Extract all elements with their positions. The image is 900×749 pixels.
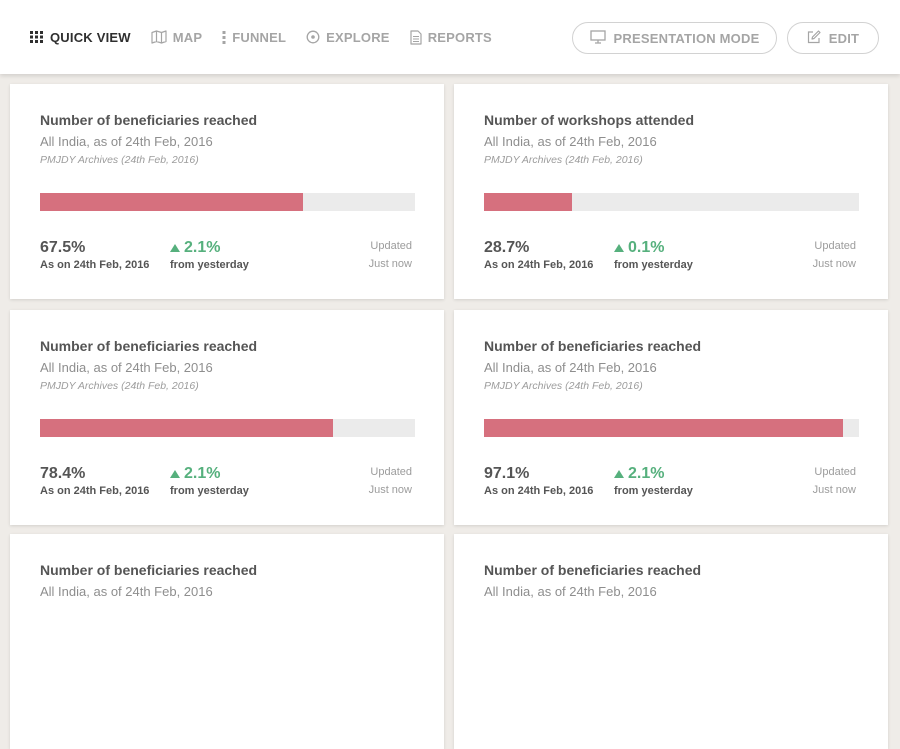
- top-bar: QUICK VIEW MAP FUNNEL EXPLORE REPORTS: [0, 0, 900, 74]
- metric-delta: 2.1%: [170, 239, 220, 257]
- metric-value: 67.5%: [40, 239, 86, 256]
- monitor-icon: [589, 29, 606, 47]
- progress-fill: [484, 419, 843, 437]
- delta-value: 2.1%: [184, 239, 221, 256]
- updated-time: Just now: [812, 258, 856, 270]
- metric-card[interactable]: Number of workshops attended All India, …: [454, 84, 888, 299]
- card-source: PMJDY Archives (24th Feb, 2016): [484, 154, 643, 166]
- main-nav: QUICK VIEW MAP FUNNEL EXPLORE REPORTS: [30, 0, 512, 74]
- metric-delta: 0.1%: [614, 239, 664, 257]
- progress-bar: [40, 193, 415, 211]
- compass-icon: [306, 30, 320, 44]
- card-title: Number of beneficiaries reached: [40, 562, 258, 578]
- card-title: Number of beneficiaries reached: [484, 338, 702, 354]
- card-title: Number of beneficiaries reached: [40, 112, 258, 128]
- nav-funnel[interactable]: FUNNEL: [222, 30, 286, 45]
- progress-bar: [484, 193, 859, 211]
- nav-explore-label: EXPLORE: [326, 29, 390, 45]
- progress-fill: [484, 193, 573, 211]
- nav-quick-view[interactable]: QUICK VIEW: [30, 30, 131, 45]
- nav-quick-view-label: QUICK VIEW: [50, 29, 131, 45]
- card-source: PMJDY Archives (24th Feb, 2016): [40, 380, 199, 392]
- metric-date: As on 24th Feb, 2016: [40, 485, 150, 497]
- edit-label: EDIT: [828, 30, 860, 46]
- metric-delta: 2.1%: [614, 465, 664, 483]
- edit-button[interactable]: EDIT: [787, 22, 879, 54]
- delta-value: 0.1%: [628, 239, 665, 256]
- updated-label: Updated: [814, 466, 856, 478]
- updated-time: Just now: [368, 484, 412, 496]
- updated-label: Updated: [370, 240, 412, 252]
- grid-icon: [30, 31, 44, 43]
- card-title: Number of beneficiaries reached: [40, 338, 258, 354]
- nav-explore[interactable]: EXPLORE: [306, 30, 390, 45]
- updated-time: Just now: [368, 258, 412, 270]
- triangle-up-icon: [614, 239, 624, 257]
- document-icon: [410, 29, 422, 45]
- triangle-up-icon: [170, 239, 180, 257]
- card-subtitle: All India, as of 24th Feb, 2016: [484, 134, 657, 149]
- progress-bar: [40, 419, 415, 437]
- metric-card[interactable]: Number of beneficiaries reached All Indi…: [10, 310, 444, 525]
- metric-value: 78.4%: [40, 465, 86, 482]
- nav-funnel-label: FUNNEL: [232, 29, 287, 45]
- delta-label: from yesterday: [614, 485, 693, 497]
- updated-time: Just now: [812, 484, 856, 496]
- card-subtitle: All India, as of 24th Feb, 2016: [40, 584, 213, 599]
- progress-fill: [40, 419, 333, 437]
- funnel-icon: [222, 30, 226, 44]
- card-subtitle: All India, as of 24th Feb, 2016: [484, 360, 657, 375]
- nav-reports-label: REPORTS: [427, 29, 492, 45]
- progress-bar: [484, 419, 859, 437]
- pencil-icon: [807, 29, 821, 47]
- metric-delta: 2.1%: [170, 465, 220, 483]
- progress-fill: [40, 193, 303, 211]
- metric-value: 28.7%: [484, 239, 530, 256]
- metric-date: As on 24th Feb, 2016: [484, 485, 594, 497]
- nav-map-label: MAP: [172, 29, 203, 45]
- nav-map[interactable]: MAP: [151, 30, 203, 45]
- card-source: PMJDY Archives (24th Feb, 2016): [40, 154, 199, 166]
- delta-label: from yesterday: [170, 259, 249, 271]
- delta-value: 2.1%: [184, 465, 221, 482]
- delta-label: from yesterday: [170, 485, 249, 497]
- delta-value: 2.1%: [628, 465, 665, 482]
- metric-value: 97.1%: [484, 465, 530, 482]
- card-source: PMJDY Archives (24th Feb, 2016): [484, 380, 643, 392]
- presentation-mode-button[interactable]: PRESENTATION MODE: [572, 22, 777, 54]
- metric-card[interactable]: Number of beneficiaries reached All Indi…: [454, 310, 888, 525]
- map-icon: [151, 30, 167, 44]
- triangle-up-icon: [614, 465, 624, 483]
- metric-card[interactable]: Number of beneficiaries reached All Indi…: [10, 534, 444, 749]
- metric-date: As on 24th Feb, 2016: [40, 259, 150, 271]
- card-subtitle: All India, as of 24th Feb, 2016: [484, 584, 657, 599]
- nav-reports[interactable]: REPORTS: [410, 30, 492, 45]
- presentation-mode-label: PRESENTATION MODE: [613, 30, 760, 46]
- updated-label: Updated: [370, 466, 412, 478]
- card-title: Number of workshops attended: [484, 112, 695, 128]
- delta-label: from yesterday: [614, 259, 693, 271]
- metric-date: As on 24th Feb, 2016: [484, 259, 594, 271]
- metric-card[interactable]: Number of beneficiaries reached All Indi…: [10, 84, 444, 299]
- triangle-up-icon: [170, 465, 180, 483]
- card-subtitle: All India, as of 24th Feb, 2016: [40, 134, 213, 149]
- updated-label: Updated: [814, 240, 856, 252]
- metric-card[interactable]: Number of beneficiaries reached All Indi…: [454, 534, 888, 749]
- card-subtitle: All India, as of 24th Feb, 2016: [40, 360, 213, 375]
- card-title: Number of beneficiaries reached: [484, 562, 702, 578]
